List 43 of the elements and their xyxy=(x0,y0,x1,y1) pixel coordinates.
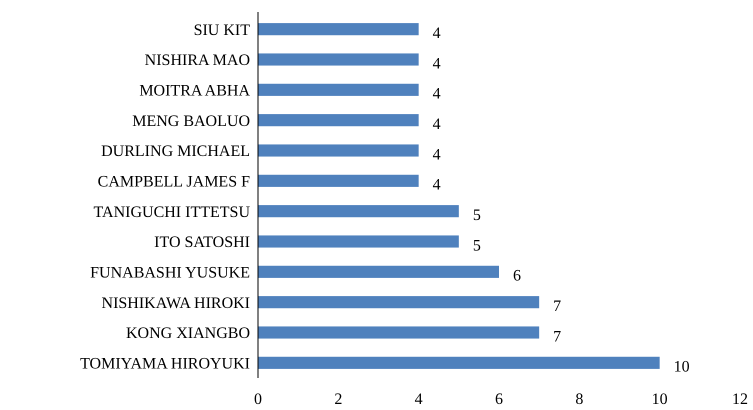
data-label: 4 xyxy=(432,146,441,164)
data-label: 4 xyxy=(432,116,441,133)
data-label: 4 xyxy=(432,55,441,72)
bar xyxy=(258,23,419,36)
bar xyxy=(258,53,419,66)
x-tick-label: 10 xyxy=(652,391,668,408)
bar xyxy=(258,114,419,126)
data-label: 6 xyxy=(513,268,521,285)
bar xyxy=(258,144,419,157)
data-label: 7 xyxy=(553,298,562,315)
bar xyxy=(258,326,540,339)
data-label: 4 xyxy=(432,176,441,194)
x-tick-label: 2 xyxy=(334,391,342,408)
y-tick-label: NISHIKAWA HIROKI xyxy=(102,294,250,312)
bar xyxy=(258,296,540,308)
bar xyxy=(258,266,499,278)
y-tick-label: FUNABASHI YUSUKE xyxy=(90,264,250,282)
data-label: 4 xyxy=(432,24,441,42)
y-tick-label: MOITRA ABHA xyxy=(139,82,250,100)
y-tick-label: SIU KIT xyxy=(194,22,250,39)
data-label: 5 xyxy=(472,237,481,254)
y-tick-label: MENG BAOLUO xyxy=(132,112,250,130)
x-tick-label: 6 xyxy=(495,391,503,408)
y-tick-label: ITO SATOSHI xyxy=(154,234,250,252)
data-label: 5 xyxy=(472,206,481,224)
y-tick-label: NISHIRA MAO xyxy=(144,52,250,70)
y-tick-label: CAMPBELL JAMES F xyxy=(98,173,250,190)
x-tick-label: 12 xyxy=(732,391,748,408)
bar xyxy=(258,84,419,96)
data-label: 10 xyxy=(674,358,690,376)
bar xyxy=(258,174,419,187)
y-tick-label: KONG XIANGBO xyxy=(126,325,250,342)
bar xyxy=(258,205,459,218)
y-tick-label: TANIGUCHI ITTETSU xyxy=(94,204,250,221)
data-label: 7 xyxy=(553,328,562,346)
x-tick-label: 8 xyxy=(575,391,584,408)
y-tick-label: DURLING MICHAEL xyxy=(101,143,250,160)
bar xyxy=(258,235,459,248)
x-tick-label: 4 xyxy=(414,391,423,408)
bar xyxy=(258,356,660,369)
data-label: 4 xyxy=(432,86,441,103)
y-tick-label: TOMIYAMA HIROYUKI xyxy=(80,355,250,372)
x-tick-label: 0 xyxy=(254,391,262,408)
